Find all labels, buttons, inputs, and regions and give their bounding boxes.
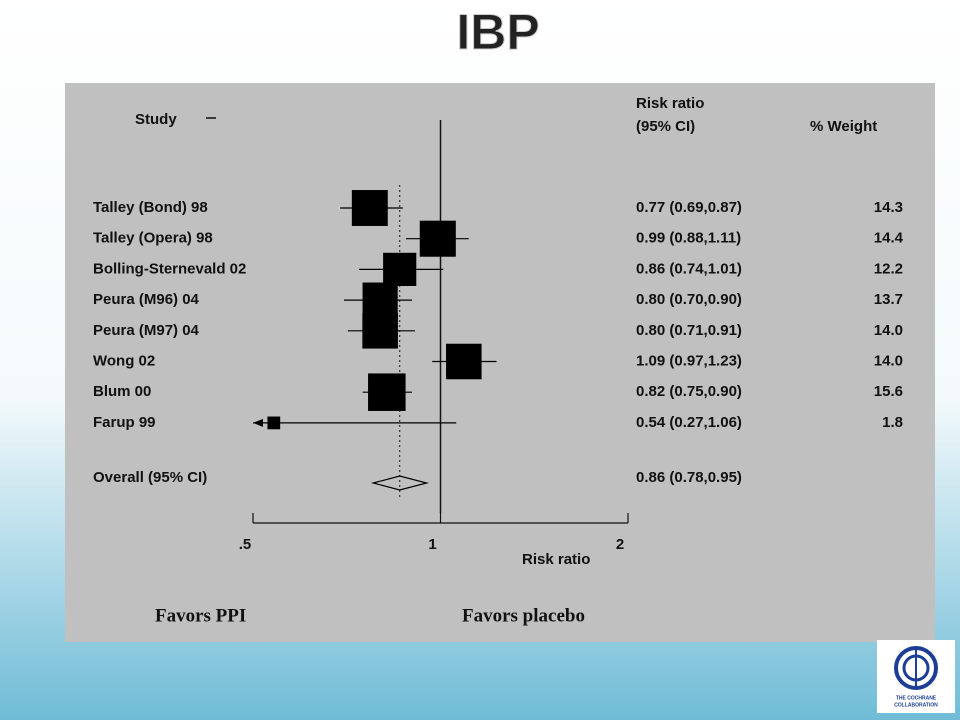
study-label: Peura (M97) 04 (93, 322, 200, 339)
study-label: Wong 02 (93, 352, 155, 369)
ci-header: (95% CI) (636, 118, 695, 135)
annotation: Favors placebo (462, 605, 585, 626)
ci-label: 0.80 (0.70,0.90) (636, 291, 742, 308)
effect-square (368, 373, 406, 411)
overall-ci-label: 0.86 (0.78,0.95) (636, 469, 742, 486)
weight-label: 12.2 (874, 260, 903, 277)
x-tick-label: .5 (239, 536, 252, 553)
slide-title: IBP (456, 4, 539, 60)
x-tick-label: 1 (428, 536, 436, 553)
effect-square (362, 313, 398, 349)
weight-header: % Weight (810, 118, 877, 135)
logo-ring (894, 646, 938, 690)
weight-label: 14.4 (874, 230, 904, 247)
study-label: Blum 00 (93, 383, 151, 400)
weight-label: 13.7 (874, 291, 903, 308)
effect-square (351, 190, 388, 226)
overall-label: Overall (95% CI) (93, 469, 207, 486)
plot-panel (65, 83, 935, 642)
study-label: Farup 99 (93, 414, 156, 431)
x-tick-label: 2 (616, 536, 624, 553)
weight-label: 1.8 (882, 414, 903, 431)
study-label: Bolling-Sternevald 02 (93, 260, 246, 277)
effect-square (383, 252, 417, 286)
effect-square (446, 343, 482, 380)
logo-text: COLLABORATION (894, 702, 938, 708)
ci-label: 0.86 (0.74,1.01) (636, 260, 742, 277)
x-axis-label: Risk ratio (522, 551, 590, 568)
weight-label: 14.0 (874, 352, 903, 369)
logo: THE COCHRANE COLLABORATION (877, 640, 955, 713)
study-label: Peura (M96) 04 (93, 291, 200, 308)
study-label: Talley (Bond) 98 (93, 199, 208, 216)
annotation: Favors PPI (155, 605, 246, 626)
effect-square (267, 416, 281, 430)
study-header: Study (135, 111, 177, 128)
ci-label: 0.80 (0.71,0.91) (636, 322, 742, 339)
ci-arrow (253, 418, 263, 427)
effect-square (362, 282, 398, 318)
ci-label: 0.82 (0.75,0.90) (636, 383, 742, 400)
ci-label: 1.09 (0.97,1.23) (636, 352, 742, 369)
overall-diamond (370, 475, 430, 491)
ci-label: 0.54 (0.27,1.06) (636, 414, 742, 431)
weight-label: 15.6 (874, 383, 903, 400)
ci-header: Risk ratio (636, 95, 704, 112)
ci-label: 0.99 (0.88,1.11) (636, 230, 741, 247)
ci-label: 0.77 (0.69,0.87) (636, 199, 742, 216)
effect-square (419, 220, 456, 257)
study-label: Talley (Opera) 98 (93, 230, 213, 247)
weight-label: 14.0 (874, 322, 903, 339)
logo-text: THE COCHRANE (896, 695, 937, 701)
weight-label: 14.3 (874, 199, 903, 216)
